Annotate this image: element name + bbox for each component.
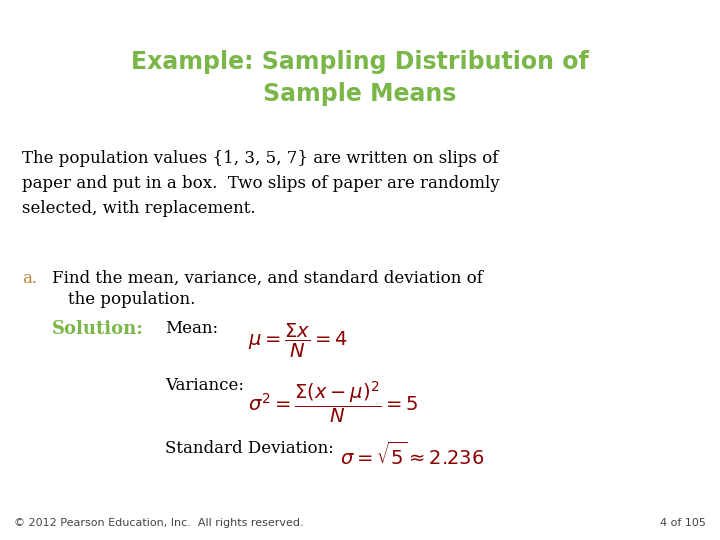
Text: Standard Deviation:: Standard Deviation: [165, 440, 334, 457]
Text: $\sigma = \sqrt{5} \approx 2.236$: $\sigma = \sqrt{5} \approx 2.236$ [340, 442, 485, 469]
Text: Example: Sampling Distribution of
Sample Means: Example: Sampling Distribution of Sample… [131, 50, 589, 106]
Text: © 2012 Pearson Education, Inc.  All rights reserved.: © 2012 Pearson Education, Inc. All right… [14, 518, 304, 528]
Text: Mean:: Mean: [165, 320, 218, 337]
Text: The population values {1, 3, 5, 7} are written on slips of
paper and put in a bo: The population values {1, 3, 5, 7} are w… [22, 150, 500, 217]
Text: $\sigma^2 = \dfrac{\Sigma(x - \mu)^2}{N} = 5$: $\sigma^2 = \dfrac{\Sigma(x - \mu)^2}{N}… [248, 379, 418, 425]
Text: a.: a. [22, 270, 37, 287]
Text: Find the mean, variance, and standard deviation of: Find the mean, variance, and standard de… [52, 270, 483, 287]
Text: $\mu = \dfrac{\Sigma x}{N} = 4$: $\mu = \dfrac{\Sigma x}{N} = 4$ [248, 322, 348, 360]
Text: 4 of 105: 4 of 105 [660, 518, 706, 528]
Text: Variance:: Variance: [165, 377, 244, 394]
Text: the population.: the population. [68, 291, 195, 308]
Text: Solution:: Solution: [52, 320, 144, 338]
